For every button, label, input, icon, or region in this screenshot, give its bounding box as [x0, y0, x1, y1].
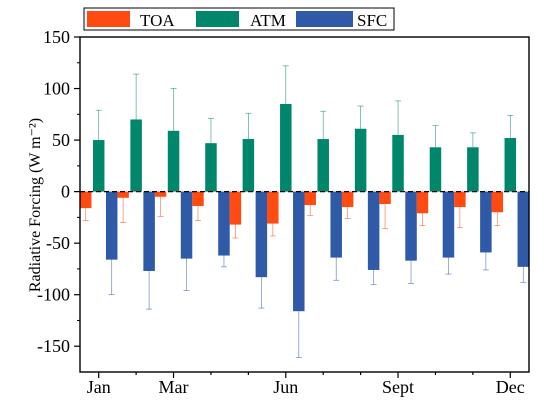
- bar-toa-dec: [491, 191, 504, 213]
- bar-atm-jul: [317, 139, 329, 192]
- bar-sfc-jul: [330, 191, 342, 258]
- bar-sfc-oct: [442, 191, 455, 258]
- axes-layer: -150 -100 -50 0 50 100 150 Jan Mar Jun Sept Dec: [37, 27, 530, 397]
- legend-label-atm: ATM: [250, 11, 286, 30]
- bar-sfc-nov: [480, 191, 492, 253]
- bar-atm-aug: [354, 128, 367, 192]
- y-tick-label: 0: [61, 182, 70, 202]
- bar-sfc-apr: [218, 191, 230, 256]
- y-tick-label: -150: [37, 336, 70, 356]
- bar-toa-nov: [454, 191, 466, 208]
- y-tick-label: 100: [43, 79, 70, 99]
- x-tick-label: Dec: [496, 377, 525, 397]
- y-tick-label: 50: [52, 130, 70, 150]
- bar-toa-may: [229, 191, 242, 225]
- bar-atm-jun: [280, 104, 292, 192]
- legend: TOA ATM SFC: [83, 7, 395, 31]
- x-tick-label: Sept: [382, 377, 414, 397]
- legend-label-toa: TOA: [140, 11, 175, 30]
- bar-toa-feb: [117, 191, 129, 198]
- bar-sfc-mar: [180, 191, 193, 259]
- plot-frame: [79, 36, 530, 373]
- bar-atm-feb: [130, 119, 142, 192]
- bar-atm-apr: [205, 143, 217, 192]
- bar-atm-mar: [167, 130, 180, 192]
- bar-atm-jan: [92, 140, 105, 192]
- y-axis-label: Radiative Forcing (W m⁻²): [27, 118, 44, 292]
- bars-layer: [79, 65, 530, 358]
- y-tick-label: 150: [43, 27, 70, 47]
- bar-sfc-jun: [293, 191, 305, 312]
- bar-sfc-may: [255, 191, 268, 278]
- bar-sfc-jan: [105, 191, 118, 260]
- bar-toa-oct: [416, 191, 429, 214]
- bar-atm-may: [242, 139, 255, 192]
- y-tick-label: -50: [46, 233, 70, 253]
- bar-toa-sep: [379, 191, 391, 204]
- bar-toa-jun: [267, 191, 279, 224]
- bar-atm-nov: [467, 147, 479, 192]
- legend-swatch-toa: [87, 11, 130, 27]
- legend-swatch-sfc: [296, 11, 353, 27]
- legend-swatch-atm: [196, 11, 239, 27]
- bar-sfc-sep: [405, 191, 417, 261]
- x-tick-label: Jun: [273, 377, 298, 397]
- bar-sfc-feb: [143, 191, 155, 271]
- x-tick-label: Mar: [159, 377, 189, 397]
- legend-label-sfc: SFC: [357, 11, 387, 30]
- bar-toa-mar: [154, 191, 167, 197]
- bar-toa-jan: [79, 191, 92, 209]
- x-tick-label: Jan: [87, 377, 111, 397]
- bar-toa-jul: [304, 191, 316, 206]
- y-tick-label: -100: [37, 285, 70, 305]
- bar-atm-dec: [504, 138, 517, 192]
- bar-toa-aug: [341, 191, 354, 208]
- bar-atm-sep: [392, 134, 404, 192]
- bar-sfc-dec: [517, 191, 530, 267]
- bar-sfc-aug: [367, 191, 380, 270]
- bar-toa-apr: [192, 191, 204, 207]
- bar-atm-oct: [429, 147, 442, 192]
